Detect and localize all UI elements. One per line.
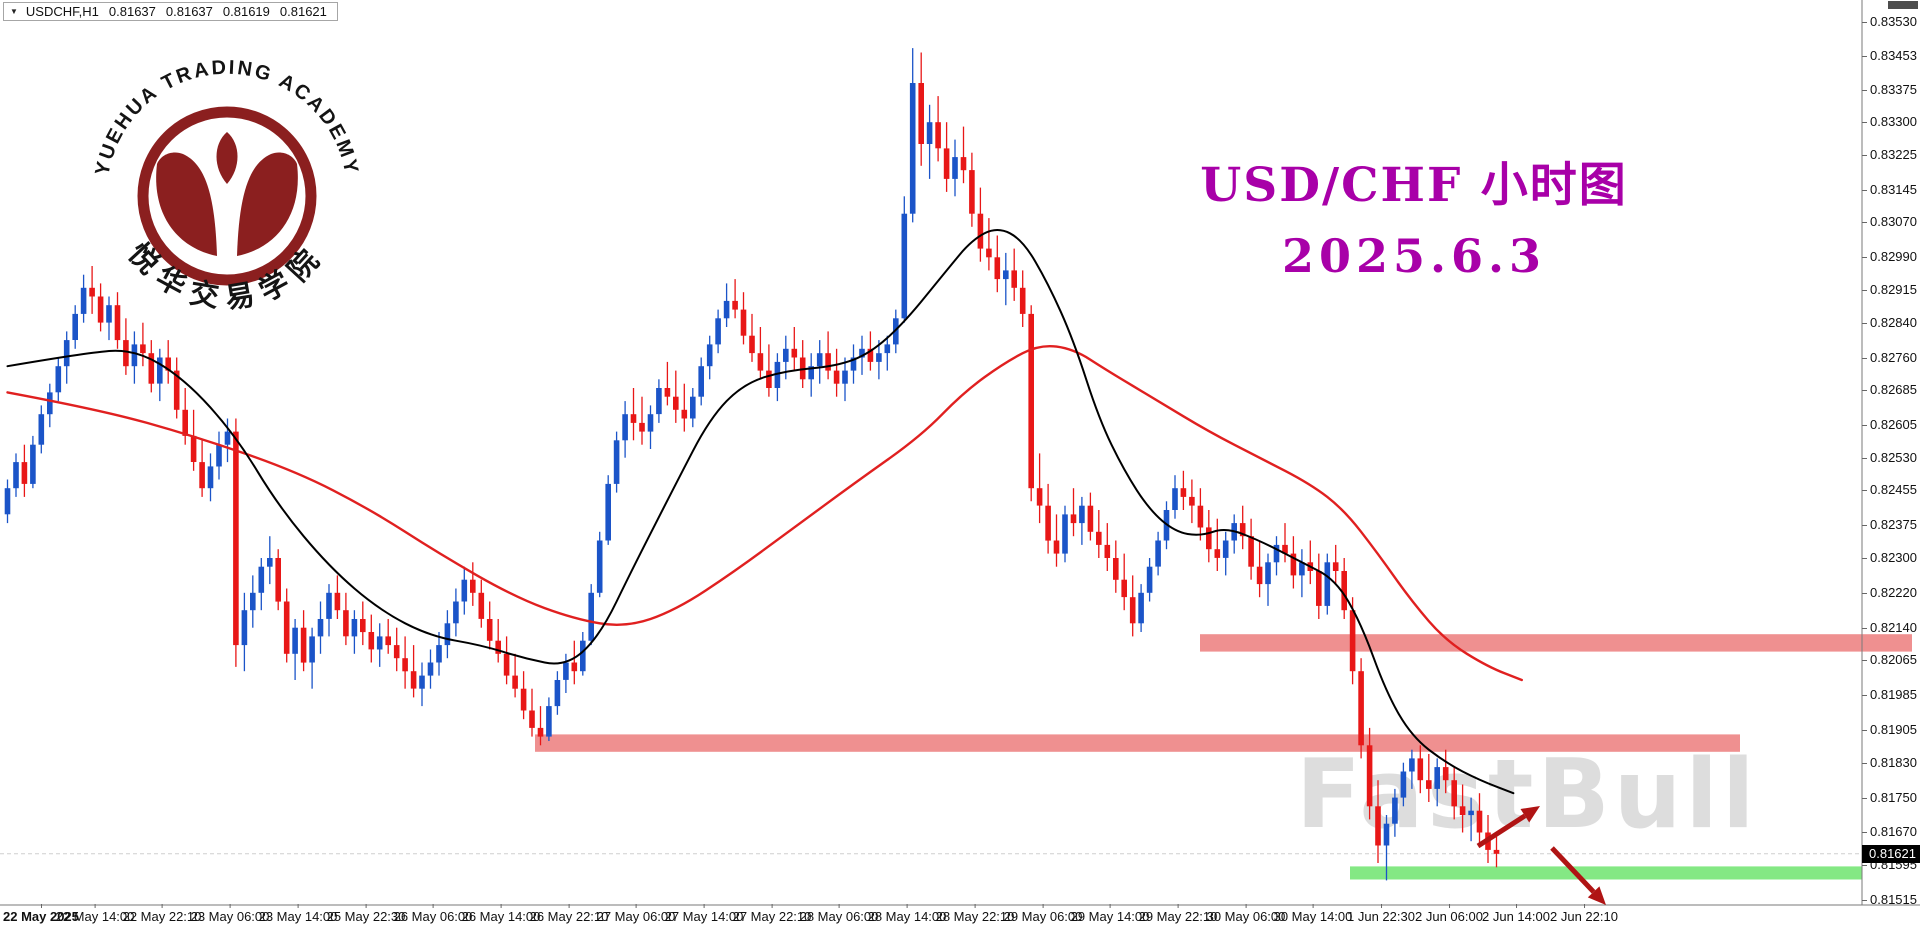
breakdown-arrow[interactable]: [1550, 846, 1606, 905]
price-tick: 0.82375: [1862, 517, 1917, 532]
price-tick: 0.82300: [1862, 550, 1917, 565]
price-tick: 0.82915: [1862, 282, 1917, 297]
time-label: 22 May 2025: [3, 904, 79, 924]
price-tick: 0.82530: [1862, 450, 1917, 465]
ohlc-low: 0.81619: [222, 4, 270, 19]
ohlc-open: 0.81637: [108, 4, 156, 19]
chart-title[interactable]: USD/CHF 小时图 2025.6.3: [1064, 146, 1764, 283]
price-tick: 0.83145: [1862, 182, 1917, 197]
price-tick: 0.82140: [1862, 620, 1917, 635]
time-label: 28 May 14:00: [867, 904, 947, 924]
logo-ring: [137, 106, 317, 286]
price-tick: 0.83225: [1862, 147, 1917, 162]
bounce-arrow[interactable]: [1476, 806, 1540, 849]
time-label: 23 May 14:00: [258, 904, 338, 924]
price-tick: 0.82760: [1862, 350, 1917, 365]
chart-title-line2: 2025.6.3: [1281, 229, 1547, 283]
time-label: 27 May 22:10: [732, 904, 812, 924]
time-label: 28 May 22:10: [935, 904, 1015, 924]
ma-slow-line: [6, 344, 1523, 682]
ohlc-high: 0.81637: [165, 4, 213, 19]
time-label: 29 May 06:00: [1003, 904, 1083, 924]
price-tick: 0.82065: [1862, 652, 1917, 667]
time-label: 30 May 14:00: [1273, 904, 1353, 924]
price-tick: 0.82220: [1862, 585, 1917, 600]
resistance-zone-lower[interactable]: [535, 734, 1740, 752]
price-tick: 0.83453: [1862, 48, 1917, 63]
time-label: 26 May 14:00: [461, 904, 541, 924]
time-label: 23 May 06:00: [190, 904, 270, 924]
time-label: 22 May 14:00: [55, 904, 135, 924]
time-label: 27 May 06:00: [596, 904, 676, 924]
time-label: 28 May 06:00: [799, 904, 879, 924]
logo-emblem-right-leaf: [237, 152, 298, 256]
price-tick: 0.81985: [1862, 687, 1917, 702]
time-label: 2 Jun 22:10: [1550, 904, 1618, 924]
fastbull-watermark: FastBull: [1296, 740, 1759, 850]
academy-logo: YUEHUA TRADING ACADEMY 悦华交易学院: [77, 46, 377, 346]
time-label: 26 May 22:10: [529, 904, 609, 924]
price-tick: 0.82840: [1862, 315, 1917, 330]
time-label: 1 Jun 22:30: [1347, 904, 1415, 924]
time-label: 2 Jun 14:00: [1482, 904, 1550, 924]
price-tick: 0.83530: [1862, 14, 1917, 29]
time-label: 22 May 22:10: [122, 904, 202, 924]
ma-fast-line: [6, 229, 1515, 795]
price-tick: 0.83300: [1862, 114, 1917, 129]
price-tick: 0.81830: [1862, 755, 1917, 770]
time-label: 26 May 06:00: [393, 904, 473, 924]
logo-emblem-left-leaf: [156, 152, 217, 256]
price-tick: 0.82455: [1862, 482, 1917, 497]
price-tick: 0.83375: [1862, 82, 1917, 97]
symbol-info-box[interactable]: ▼ USDCHF,H1 0.81637 0.81637 0.81619 0.81…: [3, 2, 338, 21]
price-tick: 0.81905: [1862, 722, 1917, 737]
time-label: 25 May 22:30: [326, 904, 406, 924]
symbol-name: USDCHF,H1: [25, 4, 99, 19]
price-tick: 0.83070: [1862, 214, 1917, 229]
scrollbar-thumb[interactable]: [1888, 1, 1918, 9]
logo-emblem-bud: [216, 132, 238, 184]
price-axis[interactable]: 0.81621 0.83530 0.83453 0.83375 0.83300 0.83…: [1862, 0, 1920, 907]
price-tick: 0.81515: [1862, 892, 1917, 907]
resistance-zone-upper[interactable]: [1200, 634, 1912, 652]
price-tick: 0.82605: [1862, 417, 1917, 432]
time-label: 27 May 14:00: [664, 904, 744, 924]
support-zone[interactable]: [1350, 866, 1862, 880]
chart-title-line1: USD/CHF 小时图: [1200, 158, 1628, 213]
price-tick: 0.81750: [1862, 790, 1917, 805]
price-tick: 0.81670: [1862, 824, 1917, 839]
time-label: 29 May 22:10: [1138, 904, 1218, 924]
time-label: 2 Jun 06:00: [1415, 904, 1483, 924]
time-label: 30 May 06:00: [1206, 904, 1286, 924]
candles-series: [4, 48, 1500, 881]
chevron-down-icon[interactable]: ▼: [10, 7, 18, 16]
price-tick: 0.82685: [1862, 382, 1917, 397]
time-axis[interactable]: 22 May 2025 22 May 14:00 22 May 22:10 23 Ma…: [0, 904, 1862, 927]
current-price-value: 0.81621: [1869, 846, 1916, 861]
price-tick: 0.82990: [1862, 249, 1917, 264]
current-price-tag: 0.81621: [1862, 845, 1920, 863]
ohlc-close: 0.81621: [279, 4, 327, 19]
time-label: 29 May 14:00: [1070, 904, 1150, 924]
